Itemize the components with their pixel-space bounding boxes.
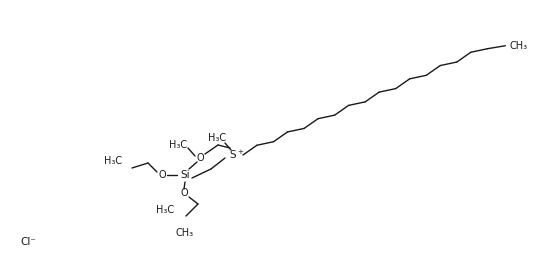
- Text: O: O: [158, 170, 166, 180]
- Text: S: S: [230, 150, 236, 160]
- Text: H₃C: H₃C: [104, 156, 122, 166]
- Text: CH₃: CH₃: [510, 41, 527, 51]
- Text: O: O: [196, 153, 204, 163]
- Text: Si: Si: [180, 170, 190, 180]
- Text: CH₃: CH₃: [176, 228, 194, 238]
- Text: H₃C: H₃C: [156, 205, 174, 215]
- Text: O: O: [180, 188, 188, 198]
- Text: H₃C: H₃C: [208, 133, 226, 143]
- Text: H₃C: H₃C: [169, 140, 187, 150]
- Text: Cl⁻: Cl⁻: [20, 237, 36, 247]
- Text: +: +: [237, 149, 243, 155]
